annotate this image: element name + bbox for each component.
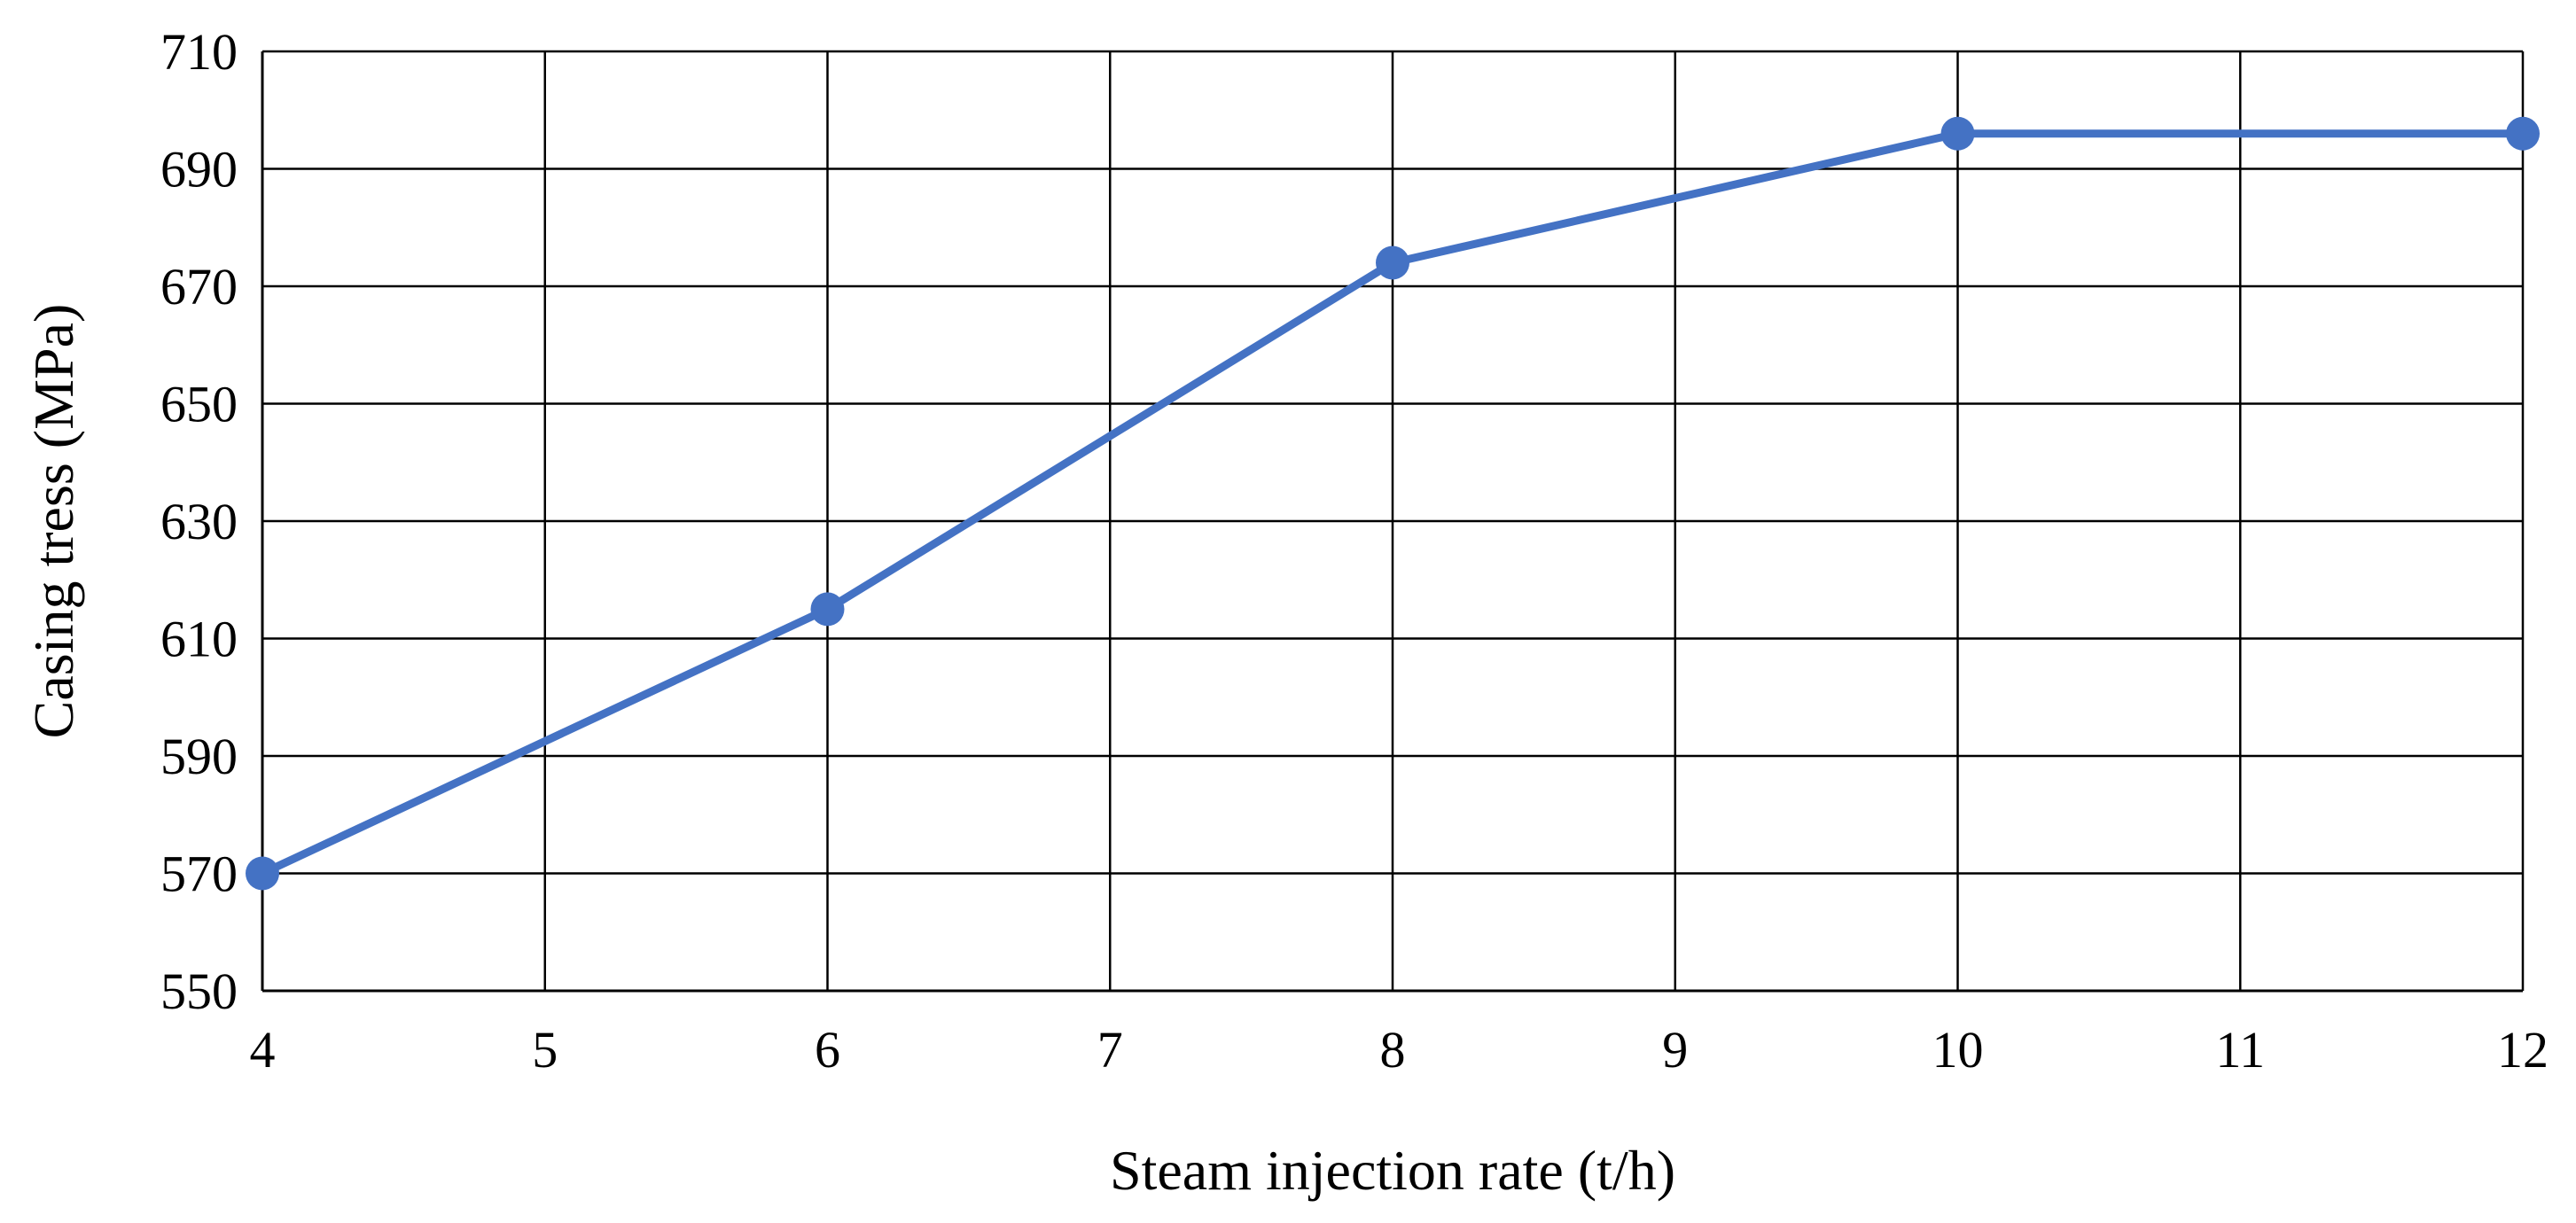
y-tick-label: 710 xyxy=(160,23,238,81)
y-tick-label: 630 xyxy=(160,493,238,550)
y-tick-label: 610 xyxy=(160,611,238,668)
x-tick-label: 6 xyxy=(815,1021,840,1079)
series-layer xyxy=(246,116,2540,891)
y-tick-label: 650 xyxy=(160,376,238,433)
y-tick-label: 690 xyxy=(160,141,238,199)
x-tick-label: 11 xyxy=(2215,1021,2265,1079)
data-point xyxy=(1940,116,1975,151)
y-tick-label: 570 xyxy=(160,845,238,903)
x-tick-label: 9 xyxy=(1662,1021,1688,1079)
x-tick-label: 12 xyxy=(2497,1021,2549,1079)
x-tick-label: 8 xyxy=(1380,1021,1406,1079)
grid xyxy=(261,50,2525,993)
data-point xyxy=(2506,116,2540,151)
y-tick-label: 670 xyxy=(160,258,238,315)
x-tick-label: 5 xyxy=(532,1021,558,1079)
data-point xyxy=(1376,245,1409,280)
data-point xyxy=(810,592,845,627)
x-tick-label: 4 xyxy=(250,1021,276,1079)
x-tick-label: 7 xyxy=(1097,1021,1123,1079)
y-tick-label: 590 xyxy=(160,728,238,785)
y-axis-title: Casing tress (MPa) xyxy=(22,304,85,739)
axes xyxy=(261,51,2523,993)
x-tick-label: 10 xyxy=(1932,1021,1984,1079)
tick-labels: 4 5 6 7 8 9 10 11 12 550 570 590 610 630 650 670 690 710 xyxy=(160,23,2549,1079)
y-tick-label: 550 xyxy=(160,962,238,1020)
data-point xyxy=(246,856,279,891)
x-axis-title: Steam injection rate (t/h) xyxy=(1110,1139,1675,1202)
